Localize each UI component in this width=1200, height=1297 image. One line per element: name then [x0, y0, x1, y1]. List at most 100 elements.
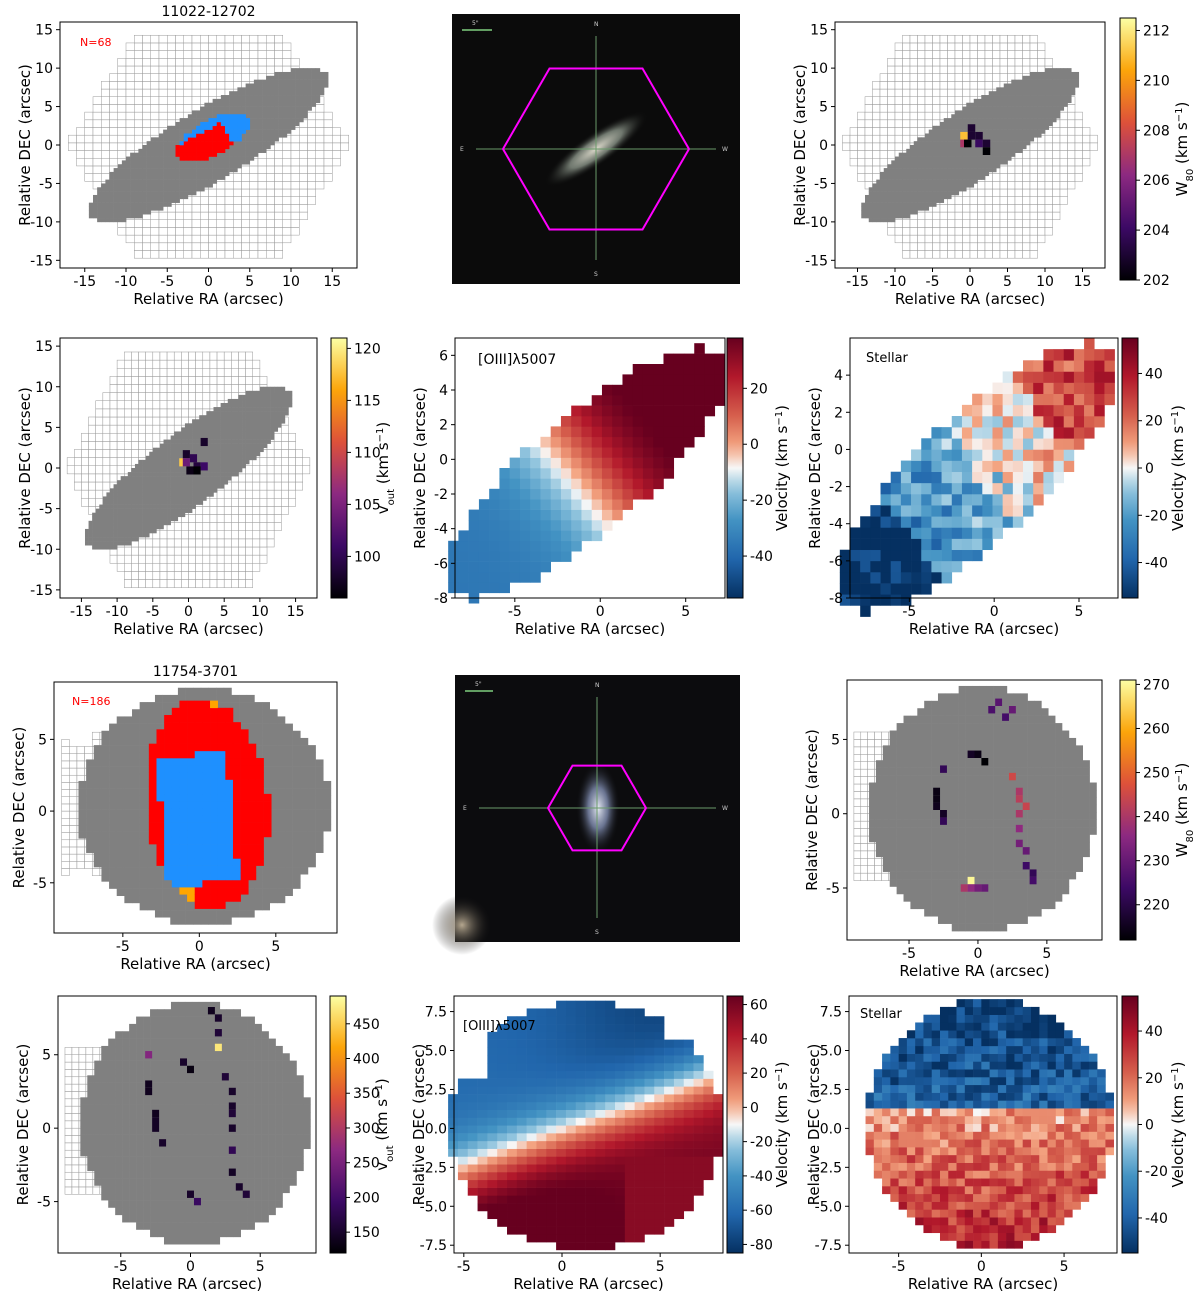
- galaxy-spaxel: [1011, 145, 1016, 150]
- galaxy-spaxel: [163, 520, 168, 526]
- galaxy-spaxel: [996, 118, 1001, 123]
- galaxy-spaxel: [177, 496, 182, 501]
- galaxy-spaxel: [977, 125, 982, 130]
- classified-spaxel: [179, 148, 185, 153]
- galaxy-spaxel: [977, 160, 982, 165]
- galaxy-spaxel: [943, 152, 948, 157]
- colorbar-bar: [1119, 17, 1137, 281]
- galaxy-spaxel: [171, 141, 176, 146]
- spaxel-cell: [266, 157, 275, 167]
- galaxy-spaxel: [1000, 148, 1005, 153]
- galaxy-spaxel: [1018, 95, 1023, 100]
- galaxy-spaxel: [1015, 137, 1020, 142]
- spaxel-cell: [131, 579, 139, 588]
- galaxy-spaxel: [177, 476, 182, 481]
- spaxel-cell: [249, 188, 259, 197]
- galaxy-spaxel: [145, 476, 150, 481]
- galaxy-spaxel: [142, 175, 147, 180]
- galaxy-spaxel: [940, 175, 945, 180]
- galaxy-spaxel: [177, 472, 182, 477]
- spaxel-cell: [245, 359, 254, 369]
- spaxel-cell: [1007, 227, 1016, 236]
- spaxel-cell: [181, 554, 189, 564]
- spaxel-cell: [200, 211, 209, 220]
- galaxy-spaxel: [159, 443, 164, 448]
- spaxel-cell: [290, 173, 300, 182]
- galaxy-spaxel: [906, 198, 911, 203]
- galaxy-spaxel: [163, 171, 168, 177]
- galaxy-spaxel: [981, 106, 986, 111]
- galaxy-spaxel: [102, 508, 107, 513]
- galaxy-spaxel: [1052, 71, 1057, 77]
- galaxy-spaxel: [138, 202, 143, 207]
- spaxel-cell: [1067, 157, 1076, 167]
- spaxel-cell: [999, 250, 1008, 259]
- spaxel-cell: [138, 392, 146, 401]
- galaxy-spaxel: [1045, 71, 1050, 77]
- galaxy-spaxel: [142, 152, 147, 157]
- galaxy-spaxel: [175, 171, 180, 177]
- spaxel-cell: [134, 250, 143, 259]
- galaxy-spaxel: [258, 133, 263, 138]
- spaxel-cell: [245, 554, 254, 564]
- galaxy-spaxel: [917, 141, 922, 146]
- galaxy-spaxel: [1000, 91, 1005, 96]
- spaxel-cell: [299, 127, 308, 136]
- spaxel-cell: [92, 96, 102, 105]
- spaxel-cell: [238, 571, 246, 580]
- galaxy-spaxel: [109, 541, 114, 546]
- galaxy-spaxel: [988, 118, 993, 123]
- galaxy-spaxel: [943, 194, 948, 200]
- spaxel-cell: [307, 173, 316, 182]
- galaxy-spaxel: [109, 508, 114, 513]
- galaxy-spaxel: [233, 98, 238, 104]
- galaxy-spaxel: [126, 183, 131, 188]
- spaxel-cell: [947, 250, 956, 259]
- galaxy-spaxel: [101, 194, 106, 200]
- spaxel-cell: [1007, 188, 1016, 197]
- galaxy-spaxel: [145, 496, 150, 501]
- spaxel-cell: [887, 142, 896, 151]
- spaxel-cell: [152, 546, 161, 556]
- spaxel-cell: [109, 81, 118, 90]
- galaxy-spaxel: [883, 206, 888, 211]
- spaxel-cell: [159, 359, 168, 369]
- spaxel-cell: [102, 473, 111, 483]
- galaxy-spaxel: [951, 160, 956, 165]
- galaxy-spaxel: [200, 164, 205, 169]
- galaxy-spaxel: [1011, 133, 1016, 138]
- spaxel-cell: [932, 58, 941, 67]
- galaxy-spaxel: [245, 152, 251, 157]
- spaxel-cell: [231, 497, 239, 507]
- spaxel-cell: [274, 234, 283, 244]
- galaxy-spaxel: [179, 168, 185, 173]
- galaxy-spaxel: [245, 91, 251, 96]
- galaxy-spaxel: [163, 484, 168, 489]
- spaxel-cell: [894, 88, 903, 97]
- spaxel-cell: [150, 58, 160, 67]
- classified-spaxel: [175, 145, 180, 150]
- x-tick-label: -5: [160, 274, 174, 290]
- galaxy-spaxel: [208, 171, 213, 177]
- galaxy-spaxel: [253, 125, 259, 130]
- galaxy-spaxel: [142, 516, 146, 522]
- spaxel-cell: [1014, 227, 1023, 236]
- galaxy-spaxel: [274, 98, 279, 104]
- galaxy-spaxel: [138, 500, 143, 505]
- galaxy-spaxel: [913, 168, 918, 173]
- galaxy-spaxel: [192, 125, 197, 130]
- galaxy-spaxel: [216, 160, 222, 165]
- spaxel-cell: [954, 88, 963, 97]
- spaxel-cell: [977, 188, 986, 197]
- classified-spaxel: [233, 125, 238, 130]
- galaxy-spaxel: [117, 512, 121, 518]
- galaxy-spaxel: [295, 95, 300, 100]
- galaxy-spaxel: [898, 210, 903, 215]
- spaxel-cell: [999, 196, 1008, 205]
- galaxy-spaxel: [156, 480, 161, 485]
- galaxy-spaxel: [156, 492, 161, 497]
- galaxy-spaxel: [291, 87, 296, 92]
- galaxy-spaxel: [1033, 133, 1038, 138]
- galaxy-spaxel: [184, 480, 189, 485]
- galaxy-spaxel: [958, 156, 963, 161]
